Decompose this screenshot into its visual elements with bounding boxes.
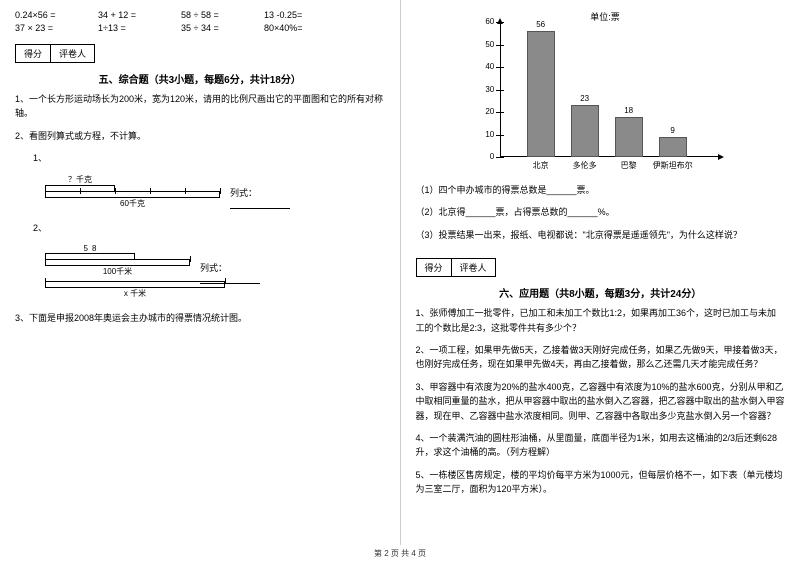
expr: 34 + 12 =	[98, 10, 163, 20]
d1-top-label: ？千克	[45, 174, 115, 185]
expr: 0.24×56 =	[15, 10, 80, 20]
bar-value: 9	[659, 126, 687, 135]
score-box-2: 得分 评卷人	[416, 258, 496, 277]
bar	[615, 117, 643, 158]
y-tick-label: 40	[478, 62, 494, 71]
bar	[571, 105, 599, 157]
score-label: 得分	[417, 259, 452, 276]
expr: 13 -0.25=	[264, 10, 329, 20]
y-tick-label: 60	[478, 17, 494, 26]
x-label: 巴黎	[609, 160, 649, 171]
chart-q3: （3）投票结果一出来，报纸、电视都说："北京得票是遥遥领先"，为什么这样说？	[416, 228, 786, 242]
d1-bottom-label: 60千克	[45, 198, 220, 209]
expr: 1÷13 =	[98, 23, 163, 33]
x-label: 多伦多	[565, 160, 605, 171]
d2-mid-label: 100千米	[45, 266, 190, 277]
x-label: 伊斯坦布尔	[653, 160, 693, 171]
grader-label: 评卷人	[452, 259, 495, 276]
y-tick-label: 50	[478, 40, 494, 49]
expr: 80×40%=	[264, 23, 329, 33]
aq2: 2、一项工程，如果甲先做5天，乙接着做3天刚好完成任务，如果乙先做9天，甲接着做…	[416, 343, 786, 372]
q5-1: 1、一个长方形运动场长为200米，宽为120米，请用的比例尺画出它的平面图和它的…	[15, 92, 385, 121]
bar	[659, 137, 687, 157]
vote-chart: 单位:票 0 10 20 30 40 50 60 56 北京 23 多伦多 18 巴黎 9 伊斯坦布尔	[470, 10, 730, 175]
y-tick-label: 30	[478, 85, 494, 94]
aq3: 3、甲容器中有浓度为20%的盐水400克，乙容器中有浓度为10%的盐水600克，…	[416, 380, 786, 423]
section-6-title: 六、应用题（共8小题，每题3分，共计24分）	[416, 285, 786, 300]
score-box: 得分 评卷人	[15, 44, 95, 63]
score-label: 得分	[16, 45, 51, 62]
q5-2-1: 1、	[33, 151, 385, 165]
section-5-title: 五、综合题（共3小题，每题6分，共计18分）	[15, 71, 385, 86]
grader-label: 评卷人	[51, 45, 94, 62]
y-tick-label: 0	[478, 152, 494, 161]
chart-q2: （2）北京得______票，占得票总数的______%。	[416, 205, 786, 219]
d2-bottom-label: x 千米	[45, 288, 225, 299]
math-row-1: 0.24×56 = 34 + 12 = 58 ÷ 58 = 13 -0.25=	[15, 10, 385, 20]
bar-value: 18	[615, 106, 643, 115]
expr: 58 ÷ 58 =	[181, 10, 246, 20]
chart-unit-label: 单位:票	[590, 10, 620, 23]
math-row-2: 37 × 23 = 1÷13 = 35 ÷ 34 = 80×40%=	[15, 23, 385, 33]
aq4: 4、一个装满汽油的圆柱形油桶，从里面量，底面半径为1米，如用去这桶油的2/3后还…	[416, 431, 786, 460]
d1-eq: 列式：	[230, 186, 290, 209]
expr: 35 ÷ 34 =	[181, 23, 246, 33]
bar-value: 56	[527, 20, 555, 29]
q5-2-2: 2、	[33, 221, 385, 235]
chart-q1: （1）四个申办城市的得票总数是______票。	[416, 183, 786, 197]
y-tick-label: 20	[478, 107, 494, 116]
aq1: 1、张师傅加工一批零件，已加工和未加工个数比1:2，如果再加工36个，这时已加工…	[416, 306, 786, 335]
bar-value: 23	[571, 94, 599, 103]
y-tick-label: 10	[478, 130, 494, 139]
q5-2: 2、看图列算式或方程，不计算。	[15, 129, 385, 143]
x-label: 北京	[521, 160, 561, 171]
d2-frac: 58	[82, 245, 99, 253]
aq5: 5、一栋楼区售房规定，楼的平均价每平方米为1000元，但每层价格不一，如下表（单…	[416, 468, 786, 497]
q5-3: 3、下面是申报2008年奥运会主办城市的得票情况统计图。	[15, 311, 385, 325]
diagram-2: 58 列式： 100千米 x 千米	[45, 243, 285, 299]
page-footer: 第 2 页 共 4 页	[0, 548, 800, 559]
diagram-1: ？千克 列式： 60千克	[45, 174, 265, 209]
expr: 37 × 23 =	[15, 23, 80, 33]
bar	[527, 31, 555, 157]
